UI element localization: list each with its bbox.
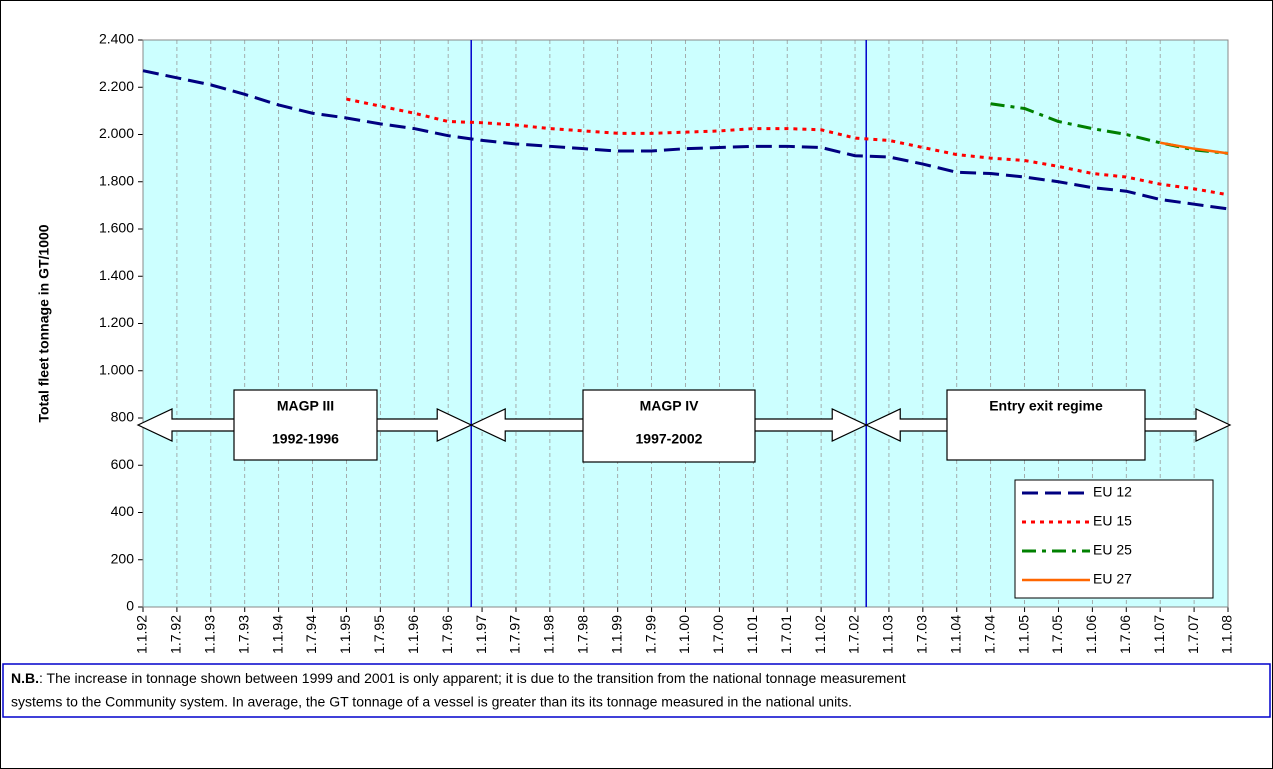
- x-tick-label: 1.7.02: [846, 615, 862, 654]
- y-tick-label: 200: [111, 550, 135, 566]
- series-line: [346, 97, 1229, 197]
- y-tick-label: 0: [126, 598, 134, 614]
- note-label: N.B.: [11, 670, 39, 686]
- annotation-text: MAGP IV: [640, 398, 700, 414]
- x-tick-label: 1.7.99: [642, 615, 658, 654]
- y-tick-label: 600: [111, 456, 135, 472]
- plot-border: [142, 39, 1229, 608]
- x-tick-label: 1.1.97: [473, 615, 489, 654]
- x-tick-label: 1.7.04: [981, 615, 997, 654]
- x-tick-label: 1.1.96: [405, 615, 421, 654]
- annotation-text: 1992-1996: [272, 431, 339, 447]
- x-tick-label: 1.1.04: [947, 615, 963, 654]
- x-tick-label: 1.1.03: [880, 615, 896, 654]
- y-tick-label: 2.200: [99, 78, 134, 94]
- x-tick-label: 1.1.93: [202, 615, 218, 654]
- x-tick-label: 1.1.02: [812, 615, 828, 654]
- series-line: [142, 69, 1229, 211]
- y-tick-label: 400: [111, 503, 135, 519]
- x-tick-label: 1.7.05: [1049, 615, 1065, 654]
- legend-label: EU 12: [1093, 484, 1132, 500]
- legend-label: EU 25: [1093, 542, 1132, 558]
- y-tick-label: 1.600: [99, 220, 134, 236]
- x-tick-label: 1.1.92: [134, 615, 150, 654]
- annotation-box: [946, 389, 1146, 461]
- x-tick-label: 1.1.06: [1083, 615, 1099, 654]
- series-line: [1159, 141, 1229, 155]
- legend-label: EU 27: [1093, 571, 1132, 587]
- x-tick-label: 1.7.00: [710, 615, 726, 654]
- annotation-text: 1997-2002: [636, 431, 703, 447]
- annotation-box: [233, 389, 378, 461]
- y-tick-label: 800: [111, 409, 135, 425]
- y-tick-label: 1.400: [99, 267, 134, 283]
- y-tick-label: 1.800: [99, 172, 134, 188]
- note-line: systems to the Community system. In aver…: [11, 694, 852, 710]
- x-tick-label: 1.7.03: [914, 615, 930, 654]
- x-tick-label: 1.7.01: [778, 615, 794, 654]
- y-tick-label: 1.200: [99, 314, 134, 330]
- y-tick-label: 2.000: [99, 125, 134, 141]
- x-tick-label: 1.7.93: [235, 615, 251, 654]
- y-axis-label: Total fleet tonnage in GT/1000: [36, 224, 52, 422]
- x-tick-label: 1.1.98: [541, 615, 557, 654]
- x-tick-label: 1.7.98: [574, 615, 590, 654]
- annotation-box: [582, 389, 756, 463]
- x-tick-label: 1.1.94: [269, 615, 285, 654]
- x-tick-label: 1.7.06: [1117, 615, 1133, 654]
- x-tick-label: 1.1.00: [676, 615, 692, 654]
- x-tick-label: 1.1.05: [1015, 615, 1031, 654]
- note-text: N.B.: The increase in tonnage shown betw…: [11, 670, 906, 686]
- annotation-text: MAGP III: [277, 398, 334, 414]
- y-tick-label: 2.400: [99, 31, 134, 47]
- x-tick-label: 1.7.97: [507, 615, 523, 654]
- note-line: : The increase in tonnage shown between …: [39, 670, 906, 686]
- x-tick-label: 1.7.96: [439, 615, 455, 654]
- x-tick-label: 1.1.01: [744, 615, 760, 654]
- x-tick-label: 1.7.92: [168, 615, 184, 654]
- x-tick-label: 1.1.07: [1151, 615, 1167, 654]
- legend-box: [1014, 479, 1214, 599]
- x-tick-label: 1.7.07: [1185, 615, 1201, 654]
- note-box: [2, 663, 1271, 718]
- x-tick-label: 1.7.94: [303, 615, 319, 654]
- annotation-text: Entry exit regime: [989, 398, 1103, 414]
- y-tick-label: 1.000: [99, 361, 134, 377]
- x-tick-label: 1.1.99: [608, 615, 624, 654]
- x-tick-label: 1.1.08: [1219, 615, 1235, 654]
- x-tick-label: 1.7.95: [371, 615, 387, 654]
- legend-label: EU 15: [1093, 513, 1132, 529]
- x-tick-label: 1.1.95: [337, 615, 353, 654]
